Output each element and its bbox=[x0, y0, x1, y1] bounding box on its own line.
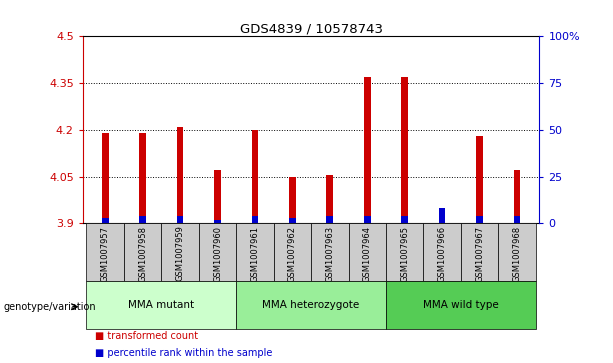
Text: GSM1007958: GSM1007958 bbox=[138, 225, 147, 282]
Bar bbox=[476, 136, 483, 223]
Bar bbox=[327, 216, 333, 223]
Bar bbox=[289, 176, 295, 223]
Bar bbox=[424, 223, 461, 281]
Bar bbox=[177, 127, 183, 223]
Bar bbox=[461, 223, 498, 281]
Text: GSM1007967: GSM1007967 bbox=[475, 225, 484, 282]
Text: GSM1007962: GSM1007962 bbox=[288, 225, 297, 282]
Bar bbox=[514, 216, 520, 223]
Text: GSM1007964: GSM1007964 bbox=[363, 225, 371, 282]
Bar bbox=[139, 216, 146, 223]
Text: GSM1007957: GSM1007957 bbox=[101, 225, 110, 282]
Text: GSM1007959: GSM1007959 bbox=[175, 225, 185, 281]
Bar bbox=[199, 223, 236, 281]
Bar bbox=[349, 223, 386, 281]
Bar bbox=[386, 281, 536, 329]
Text: GSM1007968: GSM1007968 bbox=[512, 225, 522, 282]
Text: GSM1007961: GSM1007961 bbox=[251, 225, 259, 282]
Bar bbox=[177, 216, 183, 223]
Bar bbox=[476, 216, 483, 223]
Bar bbox=[386, 223, 424, 281]
Text: GSM1007965: GSM1007965 bbox=[400, 225, 409, 282]
Bar bbox=[364, 216, 371, 223]
Bar bbox=[402, 77, 408, 223]
Bar bbox=[251, 130, 258, 223]
Bar bbox=[102, 218, 109, 223]
Bar bbox=[236, 281, 386, 329]
Bar bbox=[311, 223, 349, 281]
Bar bbox=[102, 133, 109, 223]
Text: ■ transformed count: ■ transformed count bbox=[95, 331, 198, 341]
Bar bbox=[236, 223, 273, 281]
Bar bbox=[251, 216, 258, 223]
Bar bbox=[364, 77, 371, 223]
Bar bbox=[439, 222, 446, 223]
Text: GSM1007960: GSM1007960 bbox=[213, 225, 222, 282]
Text: GSM1007963: GSM1007963 bbox=[326, 225, 334, 282]
Bar bbox=[161, 223, 199, 281]
Text: MMA mutant: MMA mutant bbox=[128, 300, 194, 310]
Bar bbox=[214, 170, 221, 223]
Bar bbox=[124, 223, 161, 281]
Bar bbox=[289, 218, 295, 223]
Bar bbox=[273, 223, 311, 281]
Bar bbox=[139, 133, 146, 223]
Bar bbox=[86, 223, 124, 281]
Title: GDS4839 / 10578743: GDS4839 / 10578743 bbox=[240, 22, 383, 35]
Text: MMA wild type: MMA wild type bbox=[423, 300, 499, 310]
Bar bbox=[214, 220, 221, 223]
Bar bbox=[439, 208, 446, 223]
Text: ■ percentile rank within the sample: ■ percentile rank within the sample bbox=[95, 348, 272, 358]
Bar bbox=[327, 175, 333, 223]
Bar bbox=[86, 281, 236, 329]
Text: MMA heterozygote: MMA heterozygote bbox=[262, 300, 360, 310]
Bar bbox=[514, 170, 520, 223]
Text: GSM1007966: GSM1007966 bbox=[438, 225, 447, 282]
Text: genotype/variation: genotype/variation bbox=[3, 302, 96, 312]
Bar bbox=[498, 223, 536, 281]
Bar bbox=[402, 216, 408, 223]
